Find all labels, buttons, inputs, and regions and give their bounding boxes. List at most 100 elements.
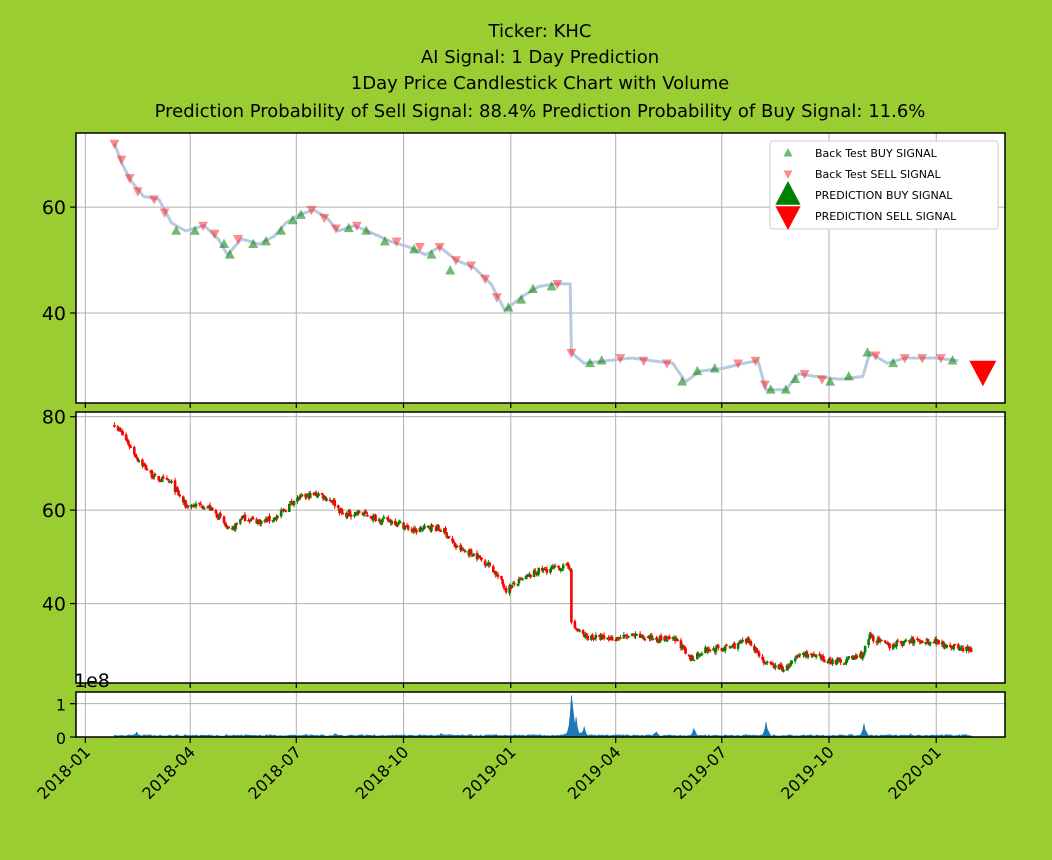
legend-marker-prediction-sell <box>775 206 801 230</box>
candle-body-82 <box>248 520 251 522</box>
backtest-buy-marker-0 <box>171 225 182 235</box>
candle-body-313 <box>624 634 628 637</box>
candle-body-521 <box>965 646 968 652</box>
candle-body-214 <box>462 549 466 552</box>
candle-body-56 <box>206 506 210 509</box>
candle-body-427 <box>811 654 814 657</box>
candle-body-286 <box>581 630 585 635</box>
xtick-label-7: 2019-10 <box>777 742 838 803</box>
candle-body-432 <box>819 654 823 659</box>
candle-body-290 <box>586 636 590 640</box>
backtest-sell-marker-22 <box>615 354 626 364</box>
candle-body-99 <box>275 516 278 520</box>
legend-marker-backtest-buy <box>783 148 793 157</box>
candle-body-260 <box>537 567 541 575</box>
candle-body-62 <box>215 513 219 518</box>
candle-body-396 <box>761 656 764 660</box>
candle-body-320 <box>635 634 638 636</box>
candle-body-355 <box>692 659 696 662</box>
candle-body-311 <box>622 634 626 639</box>
candle-body-512 <box>950 645 953 649</box>
candle-body-140 <box>341 512 345 515</box>
candle-body-237 <box>501 579 504 585</box>
candle-body-50 <box>194 503 198 507</box>
candle-body-331 <box>655 637 658 640</box>
candle-body-24 <box>152 474 156 478</box>
backtest-buy-marker-12 <box>409 243 419 254</box>
legend-label-1: Back Test SELL SIGNAL <box>815 168 942 181</box>
title-probabilities: Prediction Probability of Sell Signal: 8… <box>155 101 926 122</box>
signals-frame <box>75 132 1006 404</box>
candle-body-145 <box>349 514 353 517</box>
price-ytick-label-2: 80 <box>42 407 66 429</box>
candle-body-12 <box>134 453 137 457</box>
candle-body-250 <box>521 578 524 580</box>
candle-body-146 <box>353 514 356 517</box>
candle-body-375 <box>725 644 728 647</box>
candle-body-195 <box>431 525 434 527</box>
candle-body-165 <box>382 516 386 519</box>
backtest-sell-marker-30 <box>870 351 881 361</box>
candle-body-478 <box>894 646 897 648</box>
candle-body-246 <box>516 583 520 586</box>
candle-body-13 <box>135 456 138 459</box>
backtest-buy-marker-23 <box>709 363 720 373</box>
candle-body-163 <box>380 522 383 524</box>
candle-body-225 <box>480 557 483 560</box>
candle-body-306 <box>614 639 617 642</box>
candle-body-294 <box>593 637 597 640</box>
backtest-sell-marker-0 <box>109 139 120 150</box>
candle-body-500 <box>929 642 932 645</box>
candle-body-330 <box>651 638 655 641</box>
backtest-sell-marker-6 <box>198 221 209 232</box>
candle-body-204 <box>446 537 450 539</box>
candle-body-520 <box>961 647 965 652</box>
candle-body-476 <box>891 644 895 650</box>
backtest-sell-marker-27 <box>759 380 770 390</box>
candle-body-160 <box>374 514 377 522</box>
candle-body-475 <box>888 643 891 649</box>
candle-body-514 <box>952 644 956 650</box>
backtest-sell-marker-29 <box>817 375 827 385</box>
backtest-buy-marker-20 <box>596 355 607 365</box>
candle-body-481 <box>899 641 903 644</box>
backtest-buy-marker-9 <box>343 222 354 233</box>
backtest-sell-marker-16 <box>451 256 461 266</box>
candle-body-95 <box>268 515 271 522</box>
candle-body-8 <box>127 440 130 445</box>
candle-body-218 <box>469 549 473 554</box>
candle-body-496 <box>924 641 928 644</box>
candle-body-468 <box>877 637 881 642</box>
candle-body-490 <box>912 639 916 644</box>
candle-body-332 <box>656 639 659 642</box>
candle-body-405 <box>774 664 777 669</box>
candle-body-483 <box>902 640 905 646</box>
candle-body-243 <box>510 584 514 589</box>
candle-body-326 <box>647 636 650 639</box>
candle-body-190 <box>423 525 426 529</box>
candle-body-188 <box>420 528 424 531</box>
candle-body-284 <box>577 629 580 631</box>
candle-body-96 <box>271 519 275 522</box>
candle-body-462 <box>868 633 872 640</box>
signals-ytick-label-1: 60 <box>42 197 66 219</box>
candle-body-289 <box>585 634 588 636</box>
backtest-buy-marker-29 <box>862 347 873 357</box>
candle-body-473 <box>885 642 889 645</box>
candle-body-167 <box>387 518 390 522</box>
candle-body-38 <box>176 487 179 492</box>
candle-body-310 <box>619 637 622 639</box>
candle-body-194 <box>430 524 433 532</box>
candle-body-206 <box>451 538 454 542</box>
xtick-label-4: 2019-01 <box>459 742 520 803</box>
candle-body-324 <box>642 637 645 640</box>
candle-body-53 <box>200 505 204 508</box>
candle-body-192 <box>427 526 431 529</box>
volume-area <box>114 695 972 738</box>
backtest-buy-marker-30 <box>888 357 899 368</box>
candle-body-251 <box>524 576 528 579</box>
candle-body-241 <box>508 585 511 594</box>
candle-body-152 <box>362 513 366 515</box>
candle-body-259 <box>536 573 539 576</box>
candle-body-100 <box>276 516 279 518</box>
